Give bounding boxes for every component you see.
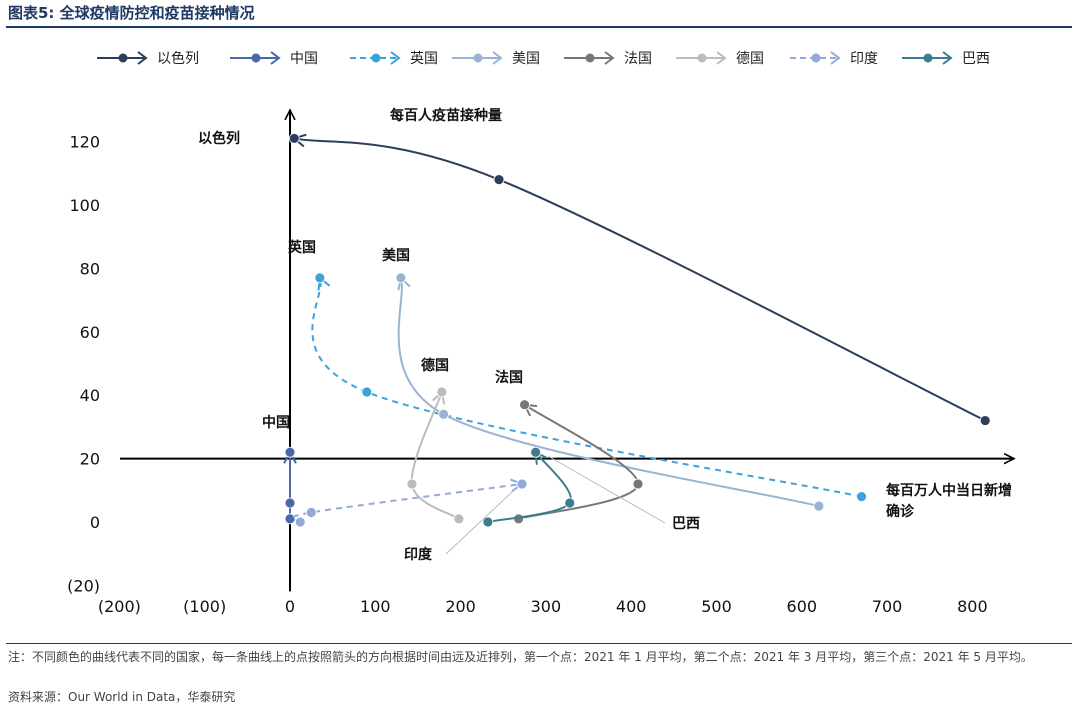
- legend-label: 美国: [512, 51, 540, 67]
- chart-legend: 以色列 中国 英国 美国 法国 德国 印度 巴西: [90, 44, 1080, 72]
- data-point: [294, 516, 306, 528]
- x-tick-label: 0: [285, 597, 295, 616]
- data-point: [406, 478, 418, 490]
- legend-item: 中国: [228, 44, 318, 72]
- legend-item: 德国: [674, 44, 764, 72]
- series-label: 巴西: [672, 516, 700, 532]
- data-point: [516, 478, 528, 490]
- y-tick-label: 120: [69, 133, 100, 152]
- note-divider: [6, 643, 1072, 644]
- data-point: [530, 446, 542, 458]
- figure-title: 图表5: 全球疫情防控和疫苗接种情况: [8, 4, 255, 22]
- legend-item: 巴西: [900, 44, 990, 72]
- data-point: [453, 513, 465, 525]
- data-point: [813, 500, 825, 512]
- chart-source: 资料来源：Our World in Data，华泰研究: [8, 690, 236, 704]
- y-tick-label: (20): [67, 576, 100, 595]
- data-point: [395, 272, 407, 284]
- legend-swatch: [452, 51, 503, 65]
- series-line: [291, 484, 522, 523]
- legend-item: 以色列: [95, 44, 199, 72]
- x-tick-label: 700: [872, 597, 903, 616]
- legend-swatch: [350, 51, 401, 65]
- series-label: 德国: [421, 357, 449, 374]
- legend-swatch: [564, 51, 615, 65]
- y-axis-title: 每百人疫苗接种量: [390, 107, 502, 124]
- series-label: 法国: [495, 369, 523, 386]
- y-tick-label: 60: [80, 323, 100, 342]
- data-point: [979, 415, 991, 426]
- x-tick-label: 600: [787, 597, 818, 616]
- x-tick-label: (100): [183, 597, 226, 616]
- series-label: 中国: [262, 414, 290, 431]
- data-point: [305, 507, 317, 518]
- series-label: 美国: [382, 247, 410, 264]
- legend-label: 印度: [850, 51, 878, 67]
- y-tick-label: 20: [80, 450, 100, 469]
- data-point: [493, 174, 505, 186]
- y-tick-label: 100: [69, 196, 100, 215]
- data-point: [361, 386, 373, 398]
- data-point: [284, 513, 296, 525]
- x-axis-title: 每百万人中当日新增确诊: [886, 482, 1012, 520]
- chart-plot: (200) (100) 0 100 200 300 400 500 600 700 800 (20) 0…: [67, 107, 1080, 616]
- data-point: [564, 497, 576, 509]
- x-tick-label: 800: [957, 597, 988, 616]
- series-label: 英国: [287, 239, 316, 256]
- legend-label: 中国: [290, 51, 318, 67]
- legend-item: 美国: [450, 44, 540, 72]
- legend-item: 印度: [788, 44, 878, 72]
- label-leader-line: [445, 491, 513, 555]
- legend-swatch: [902, 51, 953, 65]
- label-leader-line: [547, 455, 666, 524]
- data-point: [284, 497, 296, 509]
- data-point: [438, 408, 449, 420]
- title-divider: [6, 26, 1072, 28]
- series-label: 印度: [404, 546, 433, 563]
- x-tick-label: 200: [445, 597, 476, 616]
- x-tick-label: (200): [98, 597, 141, 616]
- series-line: [399, 278, 820, 508]
- series-line: [518, 405, 640, 520]
- data-point: [288, 133, 300, 144]
- series-line: [410, 392, 460, 520]
- legend-label: 法国: [624, 51, 652, 67]
- series-label: 以色列: [198, 130, 240, 147]
- y-tick-label: 80: [80, 259, 100, 278]
- legend-item: 英国: [348, 44, 438, 72]
- x-tick-label: 400: [616, 597, 647, 616]
- y-tick-label: 0: [90, 513, 100, 532]
- legend-label: 巴西: [962, 51, 990, 67]
- data-point: [519, 399, 530, 411]
- y-tick-label: 40: [80, 386, 100, 405]
- chart-note: 注：不同颜色的曲线代表不同的国家，每一条曲线上的点按照箭头的方向根据时间由远及近…: [8, 650, 1033, 664]
- legend-swatch: [676, 51, 727, 65]
- x-tick-label: 500: [701, 597, 732, 616]
- data-point: [284, 446, 296, 458]
- legend-item: 法国: [562, 44, 652, 72]
- legend-label: 以色列: [157, 51, 199, 67]
- data-point: [856, 491, 867, 503]
- legend-swatch: [230, 51, 281, 65]
- data-point: [314, 272, 326, 284]
- legend-swatch: [97, 51, 148, 65]
- data-point: [632, 478, 644, 490]
- legend-label: 英国: [410, 51, 438, 67]
- data-point: [436, 386, 448, 398]
- x-tick-label: 300: [531, 597, 562, 616]
- legend-label: 德国: [736, 51, 764, 67]
- x-tick-label: 100: [360, 597, 391, 616]
- series-line: [311, 278, 862, 498]
- legend-swatch: [790, 51, 841, 65]
- series-line: [294, 138, 986, 422]
- data-point: [482, 516, 494, 528]
